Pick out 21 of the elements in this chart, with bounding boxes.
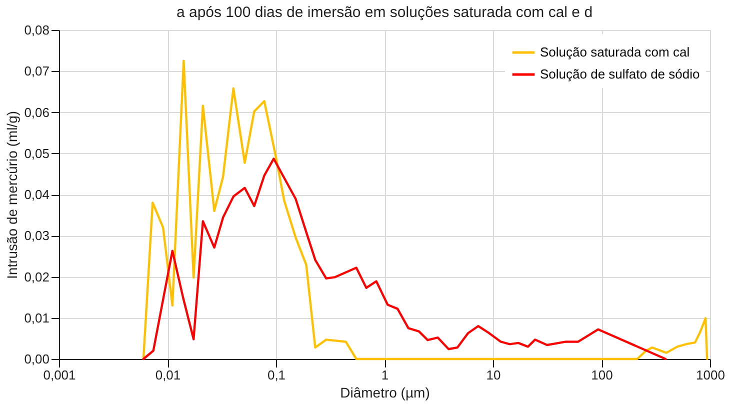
x-tick-label: 0,001 (43, 368, 76, 382)
y-tick-label: 0,08 (24, 22, 50, 38)
y-tick-label: 0,01 (24, 310, 50, 326)
x-axis-title: Diâmetro (µm) (340, 384, 430, 400)
y-tick-label: 0,02 (24, 269, 50, 284)
y-tick-label: 0,04 (24, 187, 50, 202)
legend-label: Solução saturada com cal (540, 44, 690, 60)
y-tick-label: 0,03 (24, 228, 50, 244)
y-tick-label: 0,07 (24, 64, 50, 79)
x-tick-label: 0,1 (267, 368, 286, 382)
x-tick-label: 1000 (696, 368, 725, 382)
y-axis-title: Intrusão de mercúrio (ml/g) (4, 110, 20, 280)
x-tick-label: 100 (591, 368, 613, 382)
legend-label: Solução de sulfato de sódio (540, 66, 700, 82)
x-tick-label: 10 (486, 368, 501, 382)
y-tick-label: 0,05 (24, 146, 50, 161)
y-tick-label: 0,06 (24, 104, 50, 120)
y-tick-label: 0,00 (24, 352, 50, 366)
chart-title: a após 100 dias de imersão em soluções saturada com cal e d (176, 4, 593, 21)
x-tick-label: 0,01 (155, 368, 181, 382)
x-tick-label: 1 (381, 368, 389, 382)
